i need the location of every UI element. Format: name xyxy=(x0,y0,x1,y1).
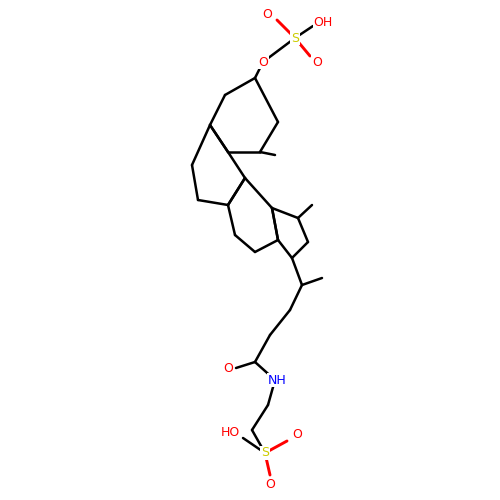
Text: O: O xyxy=(292,428,302,442)
Text: HO: HO xyxy=(220,426,240,440)
Text: S: S xyxy=(291,32,299,44)
Text: OH: OH xyxy=(314,16,332,28)
Text: O: O xyxy=(265,478,275,492)
Text: O: O xyxy=(312,56,322,68)
Text: S: S xyxy=(261,446,269,460)
Text: O: O xyxy=(262,8,272,20)
Text: O: O xyxy=(223,362,233,374)
Text: O: O xyxy=(258,56,268,68)
Text: NH: NH xyxy=(268,374,286,386)
